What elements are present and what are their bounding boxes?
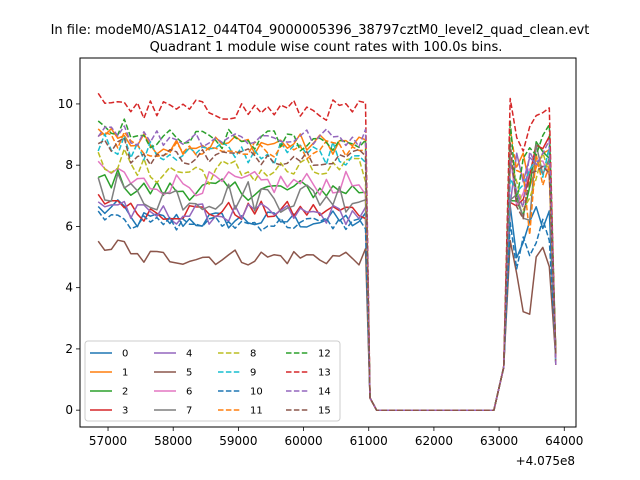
series-line-15 <box>97 137 557 411</box>
series-line-14 <box>97 125 557 411</box>
y-axis: 0 2 4 6 8 10 <box>58 97 80 417</box>
legend-label: 15 <box>318 406 331 417</box>
chart-title: Quadrant 1 module wise count rates with … <box>150 40 503 55</box>
legend-label: 8 <box>250 349 256 360</box>
y-tick-label: 0 <box>65 403 73 417</box>
legend-label: 14 <box>318 387 331 398</box>
x-offset-label: +4.075e8 <box>516 454 575 468</box>
x-tick-label: 59000 <box>219 434 257 448</box>
legend-label: 9 <box>250 368 256 379</box>
legend-label: 2 <box>122 387 128 398</box>
legend-label: 5 <box>186 368 192 379</box>
legend-label: 13 <box>318 368 331 379</box>
y-tick-label: 4 <box>65 281 73 295</box>
legend-label: 12 <box>318 349 331 360</box>
y-tick-label: 10 <box>58 97 73 111</box>
legend-label: 4 <box>186 349 192 360</box>
x-tick-label: 64000 <box>545 434 583 448</box>
x-tick-label: 63000 <box>480 434 518 448</box>
x-tick-label: 62000 <box>415 434 453 448</box>
y-tick-label: 6 <box>65 219 73 233</box>
axes-frame <box>79 57 577 428</box>
x-tick-label: 61000 <box>350 434 388 448</box>
legend-label: 1 <box>122 368 128 379</box>
series-line-11 <box>97 128 557 411</box>
series-line-12 <box>97 118 557 411</box>
x-tick-label: 58000 <box>154 434 192 448</box>
y-tick-label: 2 <box>65 342 73 356</box>
y-tick-label: 8 <box>65 158 73 172</box>
legend-label: 7 <box>186 406 192 417</box>
legend-label: 11 <box>250 406 263 417</box>
series-layer <box>97 92 557 411</box>
x-tick-label: 60000 <box>284 434 322 448</box>
legend-label: 6 <box>186 387 192 398</box>
legend-label: 10 <box>250 387 263 398</box>
legend-label: 3 <box>122 406 128 417</box>
figure-suptitle: In file: modeM0/AS1A12_044T04_9000005396… <box>51 23 590 38</box>
x-tick-label: 57000 <box>89 434 127 448</box>
legend-frame <box>84 340 341 422</box>
legend-label: 0 <box>122 349 128 360</box>
x-axis: 57000 58000 59000 60000 61000 62000 63000 64000 <box>89 427 583 448</box>
